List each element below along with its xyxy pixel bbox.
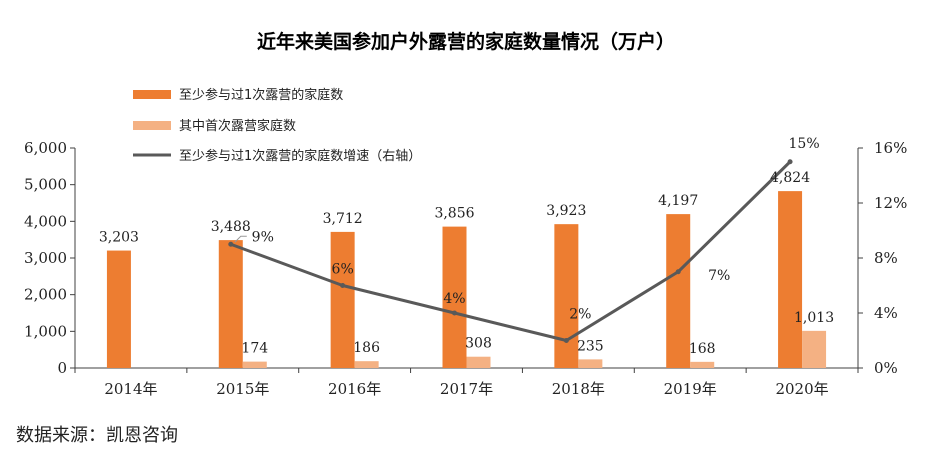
bar-first-label: 186	[353, 340, 380, 356]
y2-tick-label: 8%	[874, 249, 898, 267]
growth-label: 4%	[443, 291, 465, 307]
x-tick-label: 2018年	[552, 380, 605, 398]
x-tick-label: 2017年	[440, 380, 493, 398]
growth-point	[563, 338, 569, 343]
bar-total	[666, 214, 691, 368]
growth-label: 2%	[569, 307, 591, 323]
data-labels: 3,203 3,488 3,712 3,856 3,923 4,197 4,824 174 18…	[99, 136, 834, 357]
bar-first-label: 174	[241, 341, 268, 357]
y-tick-label: 0	[57, 359, 67, 377]
bar-first-label: 1,013	[794, 310, 834, 326]
y-tick-label: 6,000	[24, 139, 67, 157]
bar-total	[106, 250, 131, 368]
legend-label-first: 其中首次露营家庭数	[179, 118, 296, 134]
bar-first-label: 308	[465, 336, 492, 352]
bar-total-label: 3,856	[434, 206, 474, 222]
bar-first	[242, 361, 267, 368]
y-tick-label: 3,000	[24, 249, 67, 267]
growth-point	[452, 310, 457, 316]
growth-line-layer	[228, 159, 793, 343]
y-tick-label: 2,000	[24, 286, 67, 304]
growth-label-leader	[234, 235, 247, 243]
bar-total-label: 3,203	[99, 230, 139, 246]
bar-total	[554, 224, 579, 368]
x-tick-label: 2020年	[775, 380, 828, 398]
bar-first-label: 235	[577, 338, 604, 354]
y2-tick-label: 12%	[874, 194, 907, 212]
y-tick-label: 4,000	[24, 212, 67, 230]
bar-first	[466, 356, 491, 368]
bar-total	[778, 191, 803, 368]
growth-label: 7%	[708, 268, 730, 284]
bar-total-label: 3,488	[211, 219, 251, 235]
legend-label-growth: 至少参与过1次露营的家庭数增速（右轴）	[179, 148, 421, 164]
growth-point	[675, 269, 681, 275]
growth-point	[340, 283, 346, 288]
y2-tick-label: 4%	[874, 304, 898, 322]
legend-swatch-total	[133, 90, 171, 99]
bar-total	[218, 240, 243, 368]
source-note: 数据来源：凯恩咨询	[16, 425, 178, 446]
bar-total-label: 4,197	[658, 193, 698, 209]
bar-first-label: 168	[689, 341, 716, 357]
growth-line	[230, 160, 792, 342]
legend: 至少参与过1次露营的家庭数 其中首次露营家庭数 至少参与过1次露营的家庭数增速（…	[133, 87, 421, 164]
axes: 0 1,000 2,000 3,000 4,000 5,000 6,000 0% 4% 8% 12%…	[24, 139, 907, 398]
y-tick-label: 1,000	[24, 322, 67, 340]
growth-label: 15%	[789, 136, 820, 152]
x-tick-label: 2015年	[216, 380, 269, 398]
legend-label-total: 至少参与过1次露营的家庭数	[179, 87, 343, 103]
growth-point	[228, 241, 234, 247]
y2-tick-label: 0%	[874, 359, 898, 377]
bar-first	[690, 361, 715, 368]
y-tick-label: 5,000	[24, 176, 67, 194]
growth-label: 6%	[332, 262, 354, 278]
bar-total-label: 3,923	[546, 203, 586, 219]
bar-first	[354, 361, 379, 368]
growth-point	[787, 159, 793, 165]
bar-first	[802, 330, 827, 368]
bar-total	[330, 231, 355, 368]
x-tick-label: 2019年	[664, 380, 717, 398]
growth-label: 9%	[252, 229, 274, 245]
bar-first	[578, 359, 603, 368]
y2-tick-label: 16%	[874, 139, 907, 157]
x-tick-label: 2016年	[328, 380, 381, 398]
bars	[106, 191, 827, 368]
bar-total	[442, 226, 467, 368]
chart-title: 近年来美国参加户外露营的家庭数量情况（万户）	[257, 30, 675, 53]
x-tick-label: 2014年	[104, 380, 157, 398]
bar-total-label: 3,712	[323, 211, 363, 227]
bar-total-label: 4,824	[770, 170, 810, 186]
legend-swatch-first	[133, 121, 171, 130]
